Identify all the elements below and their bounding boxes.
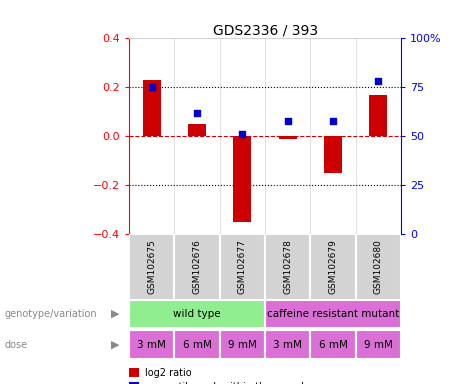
- Text: dose: dose: [5, 339, 28, 350]
- Bar: [188, 124, 206, 136]
- Text: 9 mM: 9 mM: [364, 339, 393, 350]
- Bar: [310, 330, 356, 359]
- Point: [148, 84, 155, 91]
- Bar: [265, 300, 401, 328]
- Bar: [220, 330, 265, 359]
- Bar: [129, 300, 265, 328]
- Text: GSM102676: GSM102676: [193, 240, 201, 294]
- Text: GSM102678: GSM102678: [283, 240, 292, 294]
- Text: GSM102679: GSM102679: [329, 240, 337, 294]
- Point: [284, 118, 291, 124]
- Bar: [265, 234, 310, 300]
- Text: GSM102677: GSM102677: [238, 240, 247, 294]
- Bar: [233, 136, 252, 222]
- Text: GSM102675: GSM102675: [147, 240, 156, 294]
- Bar: [265, 330, 310, 359]
- Text: genotype/variation: genotype/variation: [5, 309, 97, 319]
- Text: 3 mM: 3 mM: [273, 339, 302, 350]
- Bar: [174, 330, 220, 359]
- Point: [375, 78, 382, 84]
- Point: [239, 131, 246, 137]
- Bar: [143, 80, 161, 136]
- Text: 9 mM: 9 mM: [228, 339, 257, 350]
- Text: GSM102680: GSM102680: [374, 240, 383, 294]
- Bar: [129, 330, 174, 359]
- Bar: [278, 136, 297, 139]
- Point: [194, 110, 201, 116]
- Text: ▶: ▶: [111, 309, 119, 319]
- Text: percentile rank within the sample: percentile rank within the sample: [145, 382, 310, 384]
- Text: wild type: wild type: [173, 309, 221, 319]
- Text: 3 mM: 3 mM: [137, 339, 166, 350]
- Bar: [174, 234, 220, 300]
- Bar: [220, 234, 265, 300]
- Text: log2 ratio: log2 ratio: [145, 367, 191, 378]
- Text: 6 mM: 6 mM: [183, 339, 212, 350]
- Bar: [324, 136, 342, 173]
- Bar: [129, 234, 174, 300]
- Point: [329, 118, 337, 124]
- Bar: [310, 234, 356, 300]
- Bar: [356, 330, 401, 359]
- Bar: [369, 95, 387, 136]
- Text: 6 mM: 6 mM: [319, 339, 348, 350]
- Text: ▶: ▶: [111, 339, 119, 350]
- Text: caffeine resistant mutant: caffeine resistant mutant: [267, 309, 399, 319]
- Bar: [356, 234, 401, 300]
- Title: GDS2336 / 393: GDS2336 / 393: [213, 23, 318, 37]
